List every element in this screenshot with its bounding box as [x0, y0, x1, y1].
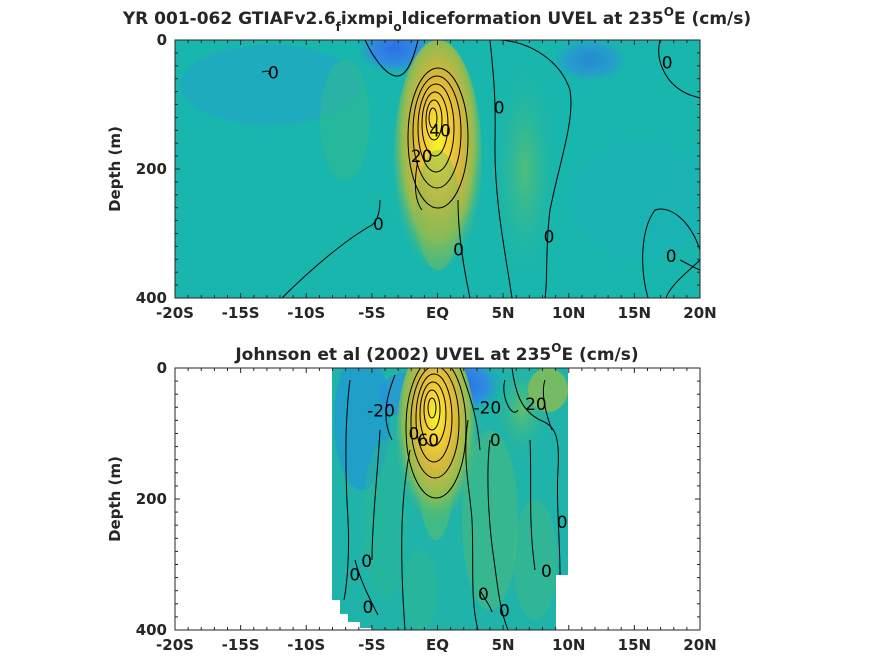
- bottom-x-ticks: -20S -15S -10S -5S EQ 5N 10N 15N 20N: [156, 368, 717, 654]
- contour-label: 0: [662, 54, 673, 74]
- contour-label: 20: [411, 147, 433, 167]
- y-tick-label: 400: [136, 289, 167, 307]
- top-euc-core: [394, 40, 482, 280]
- contour-label: -20: [367, 402, 395, 422]
- x-tick-label: 20N: [683, 304, 716, 322]
- contour-label: 0: [494, 99, 505, 119]
- contour-label: 0: [499, 601, 510, 621]
- top-chart-title: YR 001-062 GTIAFv2.6fixmpioldiceformatio…: [122, 5, 751, 34]
- x-tick-label: 15N: [618, 636, 651, 654]
- contour-label: 0: [373, 215, 384, 235]
- contour-label: 0: [363, 598, 374, 618]
- contour-label: -20: [473, 398, 501, 418]
- y-tick-label: 200: [136, 160, 167, 178]
- top-heatmap-field: 0 0 0 20 40 0 0 0 0: [175, 40, 700, 298]
- contour-label: 0: [490, 431, 501, 451]
- y-tick-label: 0: [157, 31, 167, 49]
- top-y-axis-label: Depth (m): [106, 126, 124, 212]
- contour-label: 40: [429, 121, 451, 141]
- contour-label: 0: [453, 241, 464, 261]
- contour-label: 60: [417, 431, 439, 451]
- x-tick-label: -20S: [156, 636, 194, 654]
- top-x-ticks: -20S -15S -10S -5S EQ 5N 10N 15N 20N: [156, 40, 717, 322]
- x-tick-label: -5S: [358, 304, 385, 322]
- contour-label: 0: [361, 552, 372, 572]
- bottom-chart-title: Johnson et al (2002) UVEL at 235OE (cm/s…: [234, 341, 638, 365]
- top-panel: YR 001-062 GTIAFv2.6fixmpioldiceformatio…: [106, 5, 751, 322]
- x-tick-label: -10S: [287, 636, 325, 654]
- x-tick-label: -10S: [287, 304, 325, 322]
- x-tick-label: -20S: [156, 304, 194, 322]
- contour-label: 0: [557, 513, 568, 533]
- bottom-contours: [343, 368, 561, 630]
- x-tick-label: 20N: [683, 636, 716, 654]
- x-tick-label: 10N: [552, 304, 585, 322]
- x-tick-label: 10N: [552, 636, 585, 654]
- y-tick-label: 400: [136, 621, 167, 639]
- x-tick-label: -15S: [222, 636, 260, 654]
- top-contour-labels: 0 0 0 20 40 0 0 0 0: [268, 54, 677, 268]
- contour-label: 0: [666, 247, 677, 267]
- x-tick-label: 15N: [618, 304, 651, 322]
- x-tick-label: EQ: [426, 636, 449, 654]
- bottom-panel: Johnson et al (2002) UVEL at 235OE (cm/s…: [106, 341, 717, 654]
- top-contours: [261, 40, 700, 298]
- contour-label: 0: [478, 585, 489, 605]
- x-tick-label: 5N: [492, 636, 515, 654]
- x-tick-label: -5S: [358, 636, 385, 654]
- contour-label: 0: [408, 425, 419, 445]
- x-tick-label: -15S: [222, 304, 260, 322]
- y-tick-label: 0: [157, 359, 167, 377]
- x-tick-label: EQ: [426, 304, 449, 322]
- contour-label: 20: [525, 395, 547, 415]
- contour-label: 0: [268, 63, 279, 83]
- x-tick-label: 5N: [492, 304, 515, 322]
- contour-label: 0: [544, 228, 555, 248]
- bottom-y-axis-label: Depth (m): [106, 456, 124, 542]
- contour-label: 0: [349, 565, 360, 585]
- contour-label: 0: [541, 562, 552, 582]
- y-tick-label: 200: [136, 490, 167, 508]
